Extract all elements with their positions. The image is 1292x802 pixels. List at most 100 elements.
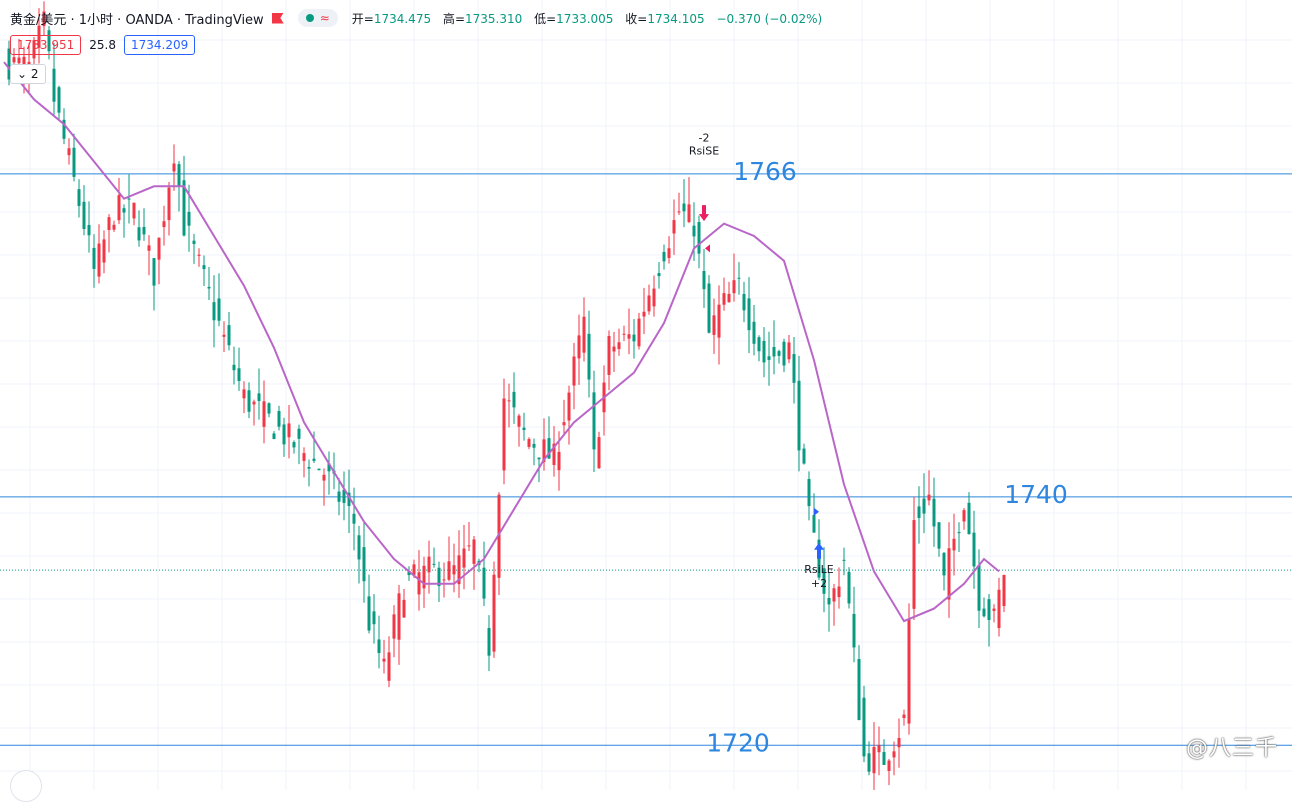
candle-body (892, 751, 896, 758)
candle-body (387, 652, 391, 681)
candle-body (627, 334, 631, 339)
candle-body (122, 208, 126, 213)
candle-body (822, 568, 826, 594)
candle-body (12, 57, 16, 63)
low-value: 1733.005 (556, 11, 614, 26)
candle-body (82, 201, 86, 229)
candle-body (567, 392, 571, 421)
candle-body (492, 574, 496, 652)
candle-body (302, 453, 306, 461)
candle-body (472, 539, 476, 564)
candle-body (992, 608, 996, 611)
candle-body (552, 443, 556, 465)
candle-body (697, 222, 701, 254)
candle-body (692, 225, 696, 237)
candle-body (807, 478, 811, 507)
candle-body (112, 224, 116, 230)
candle-body (442, 579, 446, 581)
candle-body (407, 570, 411, 576)
candle-body (912, 520, 916, 609)
candle-body (392, 614, 396, 639)
candle-body (192, 240, 196, 245)
candle-body (152, 258, 156, 286)
candle-body (42, 11, 46, 27)
flag-icon[interactable] (271, 12, 284, 24)
candle-body (132, 202, 136, 219)
entry-marker-icon (814, 507, 819, 516)
candle-body (127, 198, 131, 200)
candle-body (117, 195, 121, 221)
candle-body (887, 760, 891, 771)
candle-body (487, 627, 491, 656)
candle-body (547, 438, 551, 459)
candle-body (182, 180, 186, 236)
short-arrow-icon (699, 205, 709, 222)
candle-body (607, 335, 611, 375)
candle-body (362, 547, 366, 582)
candle-body (742, 294, 746, 311)
candle-body (432, 563, 436, 565)
candle-body (37, 25, 41, 48)
candle-body (527, 439, 531, 447)
close-label: 收 (625, 11, 638, 26)
candle-body (102, 239, 106, 263)
candle-body (242, 389, 246, 399)
candle-body (317, 468, 321, 471)
candle-body (942, 552, 946, 576)
legend-row: 黄金/美元 · 1小时 · OANDA · TradingView ≈ 开=17… (10, 8, 830, 28)
candle-body (337, 491, 341, 502)
candle-body (962, 510, 966, 522)
signal-label: -2 (699, 131, 710, 144)
candle-body (532, 443, 536, 448)
candle-body (162, 221, 166, 228)
candle-body (902, 714, 906, 719)
candle-body (957, 532, 961, 534)
exit-marker-icon (705, 244, 710, 253)
candle-body (932, 498, 936, 527)
market-status-pill[interactable]: ≈ (297, 9, 338, 27)
candle-body (137, 227, 141, 241)
candle-body (852, 613, 856, 648)
candle-body (327, 463, 331, 472)
candle-body (637, 318, 641, 347)
sell-price-button[interactable]: 1733.951 (10, 35, 82, 55)
candle-body (47, 30, 51, 52)
candle-body (667, 248, 671, 259)
candle-body (707, 283, 711, 333)
candle-body (702, 271, 706, 290)
candle-body (1002, 574, 1006, 607)
candlesticks (7, 1, 1006, 790)
symbol-title[interactable]: 黄金/美元 · 1小时 · OANDA · TradingView (10, 12, 264, 28)
candle-body (202, 265, 206, 270)
candle-body (792, 354, 796, 383)
candle-body (277, 411, 281, 427)
candle-body (947, 548, 951, 600)
candle-body (617, 342, 621, 350)
candle-body (197, 254, 201, 256)
candle-body (92, 247, 96, 269)
candle-body (997, 589, 1001, 629)
candle-body (737, 277, 741, 279)
candle-body (357, 535, 361, 560)
candle-body (677, 211, 681, 213)
candle-body (632, 334, 636, 342)
level-label: 1720 (706, 728, 770, 757)
candle-body (837, 586, 841, 598)
candle-body (882, 752, 886, 765)
candle-body (307, 467, 311, 469)
candle-body (342, 489, 346, 503)
candle-body (592, 392, 596, 450)
candle-body (507, 400, 511, 402)
buy-price-button[interactable]: 1734.209 (123, 35, 196, 55)
candle-body (467, 545, 471, 547)
candle-body (262, 401, 266, 427)
scroll-to-realtime-button[interactable] (10, 770, 42, 802)
candle-body (522, 427, 526, 431)
candle-body (762, 340, 766, 363)
candle-body (437, 567, 441, 587)
indicators-collapse-button[interactable]: ⌄ 2 (10, 64, 46, 84)
candle-body (177, 164, 181, 187)
signal-label: +2 (811, 577, 827, 590)
